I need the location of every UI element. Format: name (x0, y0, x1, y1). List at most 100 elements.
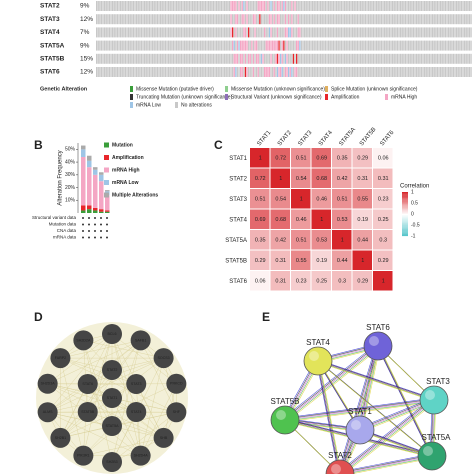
sample-cell (430, 40, 432, 51)
sample-cell (462, 27, 464, 38)
colorbar-step (402, 197, 408, 199)
node (166, 373, 187, 394)
sample-cell (123, 27, 125, 38)
sample-cell (150, 53, 152, 64)
edge (377, 345, 433, 457)
sample-cell (200, 1, 202, 11)
sample-cell (286, 53, 288, 64)
cell-value: 0.51 (337, 197, 348, 203)
sample-cell (257, 27, 259, 38)
colorbar-step (402, 203, 408, 205)
sample-cell (382, 1, 384, 11)
sample-cell (342, 27, 344, 38)
colorbar-step (402, 232, 408, 234)
sample-cell (211, 14, 213, 25)
edge (338, 398, 434, 474)
legend-swatch (225, 94, 228, 100)
node-label: SOCS3 (158, 356, 170, 360)
sample-cell (305, 67, 307, 77)
sample-cell (436, 1, 439, 11)
sample-cell (438, 53, 440, 64)
sample-cell (203, 67, 205, 77)
sample-cell (464, 1, 466, 11)
sample-cell (168, 40, 170, 51)
cell-value: 0.35 (255, 238, 266, 244)
sample-cell (219, 67, 221, 77)
sample-cell (180, 14, 183, 25)
node (77, 374, 98, 394)
sample-cell (408, 1, 410, 11)
sample-cell (193, 53, 195, 64)
sample-cell (243, 27, 245, 38)
sample-cell (395, 67, 397, 77)
sample-cell (257, 67, 259, 77)
heatmap-cell (373, 271, 393, 291)
cell-value: 1 (300, 197, 303, 203)
sample-cell (113, 53, 115, 64)
bar-segment (99, 181, 104, 210)
sample-cell (275, 67, 277, 77)
sample-cell (425, 14, 427, 25)
sample-cell (360, 40, 362, 51)
sample-cell (363, 67, 365, 77)
heatmap-cell (270, 168, 290, 188)
sample-cell (340, 40, 343, 51)
sample-cell (230, 53, 232, 64)
sample-cell (196, 67, 199, 77)
sample-cell (417, 1, 419, 11)
sample-cell (417, 14, 419, 25)
sample-cell (321, 1, 323, 11)
sample-cell (196, 53, 199, 64)
sample-cell (385, 27, 387, 38)
sample-cell (312, 27, 314, 38)
sample-cell (382, 53, 384, 64)
node-label: FARP2 (55, 356, 66, 360)
sample-cell (168, 27, 170, 38)
sample-cell (296, 67, 298, 77)
sample-cell (246, 40, 248, 51)
sample-cell (182, 14, 184, 25)
sample-cell (137, 27, 139, 38)
sample-cell (276, 67, 279, 77)
node-label: STAT6 (82, 382, 93, 386)
sample-cell (372, 14, 375, 25)
sample-cell (187, 67, 189, 77)
sample-cell (240, 27, 242, 38)
heatmap-cell (373, 250, 393, 270)
sample-cell (342, 14, 344, 25)
heatmap-cell (332, 168, 352, 188)
sample-cell (132, 67, 135, 77)
legend-label: Missense Mutation (putative driver) (136, 86, 214, 92)
sample-cell (372, 27, 375, 38)
sample-cell (129, 1, 131, 11)
sample-cell (148, 53, 151, 64)
sample-cell (340, 53, 343, 64)
sample-cell (256, 14, 258, 25)
panel-label: E (262, 310, 270, 324)
sample-cell (244, 14, 247, 25)
sample-cell (318, 40, 320, 51)
edge (47, 397, 113, 413)
sample-cell (166, 67, 168, 77)
sample-cell (134, 53, 136, 64)
sample-cell (260, 67, 263, 77)
sample-cell (387, 53, 389, 64)
sample-cell (262, 27, 264, 38)
sample-cell (352, 40, 354, 51)
sample-cell (398, 1, 400, 11)
sample-cell (139, 14, 141, 25)
sample-cell (334, 14, 336, 25)
sample-cell (433, 1, 435, 11)
sample-cell (355, 14, 357, 25)
sample-cell (142, 40, 144, 51)
sample-cell (118, 14, 120, 25)
sample-cell (214, 67, 216, 77)
y-tick-label: 10% (65, 198, 76, 204)
sample-cell (459, 14, 461, 25)
colorbar-step (402, 195, 408, 197)
sample-cell (408, 40, 410, 51)
sample-cell (443, 1, 445, 11)
sample-cell (371, 27, 373, 38)
sample-cell (331, 40, 333, 51)
sample-cell (379, 40, 381, 51)
